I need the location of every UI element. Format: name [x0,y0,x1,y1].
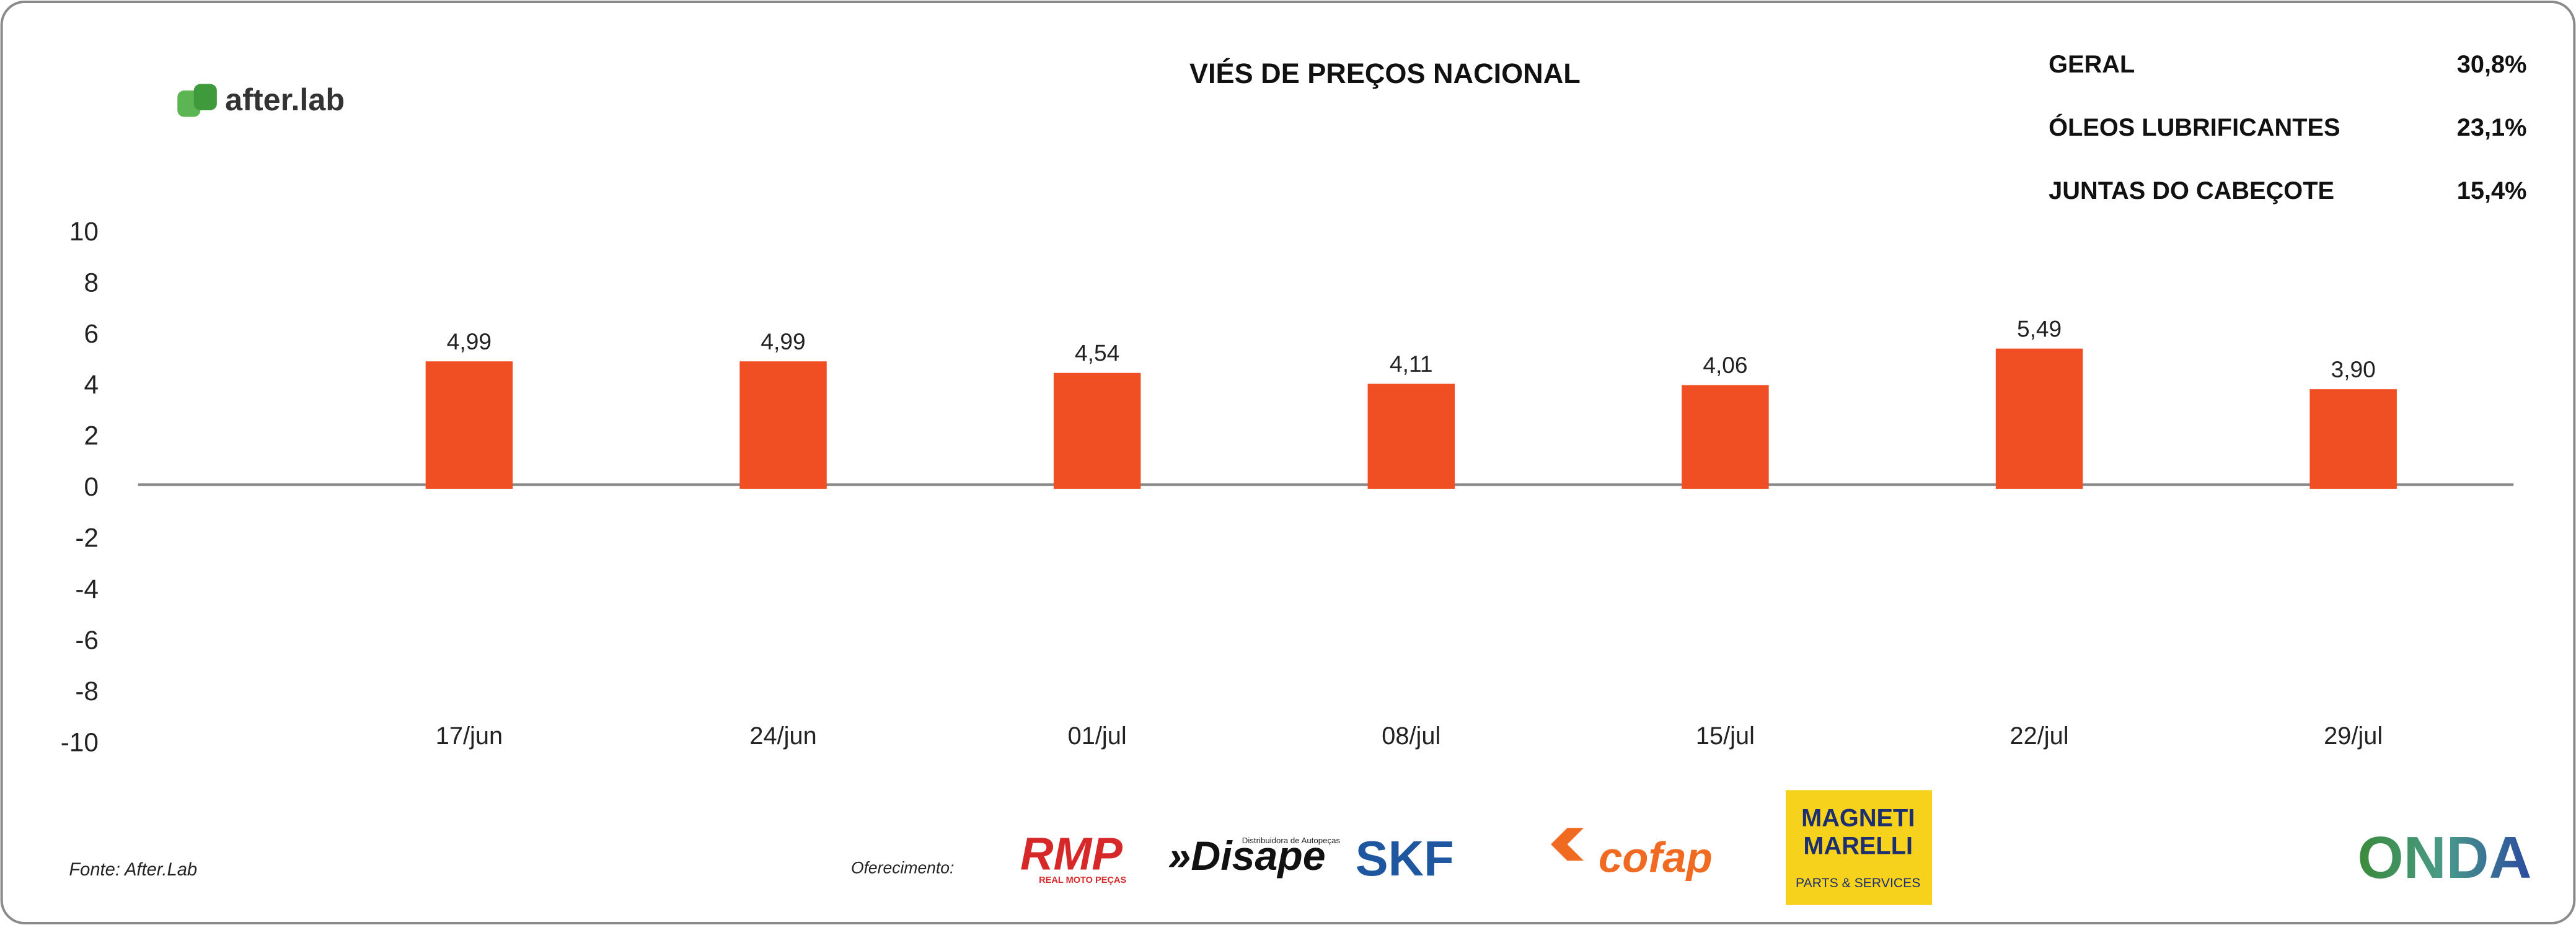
onda-logo: ONDA [2357,825,2531,891]
y-tick-label: 6 [84,319,99,348]
y-tick-label: -4 [75,574,99,603]
y-tick-label: -2 [75,524,99,553]
y-tick-label: -10 [61,727,99,756]
brand-name: after.lab [225,82,345,117]
bar [2309,389,2397,489]
value-label: 4,11 [1390,351,1432,377]
y-tick-label: 4 [84,370,99,399]
summary-label: JUNTAS DO CABEÇOTE [2049,177,2334,204]
bar [425,361,513,489]
x-tick-label: 17/jun [436,722,503,750]
x-tick-label: 08/jul [1382,722,1440,750]
skf-logo: SKF [1356,831,1454,886]
brand-logo: after.lab [177,82,345,117]
value-label: 4,99 [447,328,492,354]
value-label: 4,99 [761,328,805,354]
x-tick-label: 29/jul [2324,722,2383,750]
rmp-logo: RMP [1020,828,1123,880]
cofap-logo: cofap [1599,833,1713,881]
marelli-logo: MAGNETI [1801,804,1915,831]
summary-value: 30,8% [2457,51,2527,78]
chart-title: VIÉS DE PREÇOS NACIONAL [1189,58,1581,89]
logo-icon [193,84,217,110]
bar [1995,348,2083,489]
marelli-tagline: PARTS & SERVICES [1796,876,1920,890]
y-tick-label: -6 [75,625,99,654]
disape-tagline: Distribuidora de Autopeças [1242,836,1341,845]
marelli-box [1786,790,1932,905]
value-label: 4,06 [1703,352,1747,378]
bar [739,361,827,489]
summary-label: ÓLEOS LUBRIFICANTES [2049,113,2340,141]
value-label: 3,90 [2331,356,2376,382]
x-tick-label: 24/jun [749,722,816,750]
value-label: 5,49 [2017,315,2062,341]
y-tick-label: 8 [84,268,99,297]
disape-logo: »Disape [1168,833,1326,879]
value-label: 4,54 [1075,340,1119,366]
y-tick-label: 2 [84,421,99,450]
summary-value: 23,1% [2457,114,2527,141]
sponsors-label: Oferecimento: [851,859,954,877]
y-tick-label: 10 [69,217,99,246]
bar [1053,372,1141,489]
marelli-logo: MARELLI [1803,833,1913,860]
x-tick-label: 01/jul [1068,722,1127,750]
y-tick-label: 0 [84,472,99,501]
x-tick-label: 15/jul [1696,722,1755,750]
summary-table: GERAL 30,8% ÓLEOS LUBRIFICANTES 23,1% JUNTAS… [2049,51,2526,204]
source: Fonte: After.Lab [69,860,197,880]
bar [1367,384,1455,489]
summary-label: GERAL [2049,51,2135,78]
bar [1682,385,1769,489]
sponsor-logos: RMP REAL MOTO PEÇAS Distribuidora de Aut… [1020,790,2531,905]
y-tick-label: -8 [75,677,99,706]
summary-value: 15,4% [2457,177,2527,204]
x-tick-label: 22/jul [2010,722,2069,750]
rmp-tagline: REAL MOTO PEÇAS [1039,875,1126,885]
